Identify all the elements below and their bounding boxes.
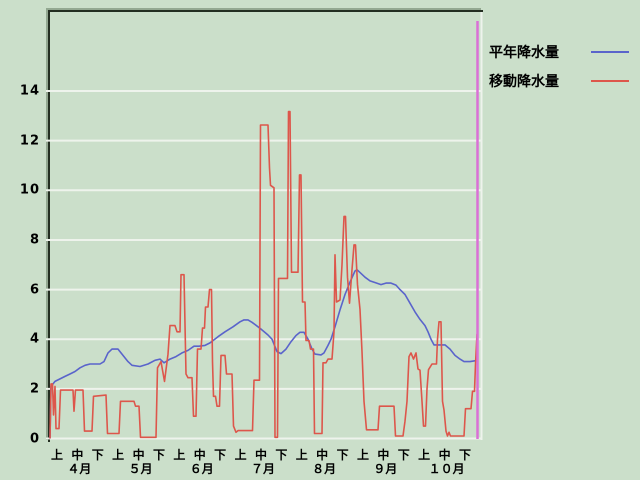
x-month-label: ５月 <box>128 462 153 476</box>
x-period-label: 上 <box>112 448 125 462</box>
series-moving-precipitation-line <box>49 110 478 439</box>
x-period-label: 上 <box>173 448 186 462</box>
legend-item: 移動降水量 <box>489 71 629 91</box>
x-period-label: 上 <box>418 448 431 462</box>
y-tick-label: 4 <box>29 331 40 347</box>
y-tick-label: 0 <box>29 431 40 446</box>
legend-line-normal-icon <box>591 51 629 53</box>
y-tick-label: 2 <box>29 381 40 397</box>
x-period-label: 中 <box>316 448 329 462</box>
x-period-label: 中 <box>132 448 145 462</box>
x-month-label: ９月 <box>373 462 398 476</box>
x-period-label: 上 <box>356 448 370 462</box>
x-period-label: 中 <box>193 448 206 462</box>
plot-frame <box>48 10 483 442</box>
y-tick-label: 12 <box>19 133 40 149</box>
x-month-label: ７月 <box>250 462 276 476</box>
legend: 平年降水量移動降水量 <box>489 42 629 100</box>
x-period-label: 上 <box>50 448 64 462</box>
x-period-label: 上 <box>234 448 247 462</box>
x-period-label: 中 <box>438 448 451 462</box>
x-month-label: １０月 <box>428 462 465 476</box>
x-month-label: ４月 <box>67 462 92 476</box>
x-period-label: 上 <box>295 448 308 462</box>
legend-item: 平年降水量 <box>489 42 629 62</box>
legend-label: 平年降水量 <box>489 45 559 61</box>
y-tick-label: 8 <box>29 232 40 248</box>
series-normal-precipitation-line <box>49 268 479 439</box>
x-period-label: 中 <box>377 448 390 462</box>
y-tick-label: 6 <box>29 282 40 298</box>
x-period-label: 中 <box>71 448 84 462</box>
y-tick-label: 14 <box>19 83 40 99</box>
x-period-label: 中 <box>254 448 268 462</box>
x-period-label: 下 <box>91 448 104 462</box>
legend-label: 移動降水量 <box>489 74 559 90</box>
x-month-label: ８月 <box>312 462 337 476</box>
y-tick-label: 10 <box>19 182 40 198</box>
x-period-label: 下 <box>275 448 288 462</box>
x-month-label: ６月 <box>189 462 214 476</box>
x-period-label: 下 <box>397 448 410 462</box>
x-period-label: 下 <box>214 448 227 462</box>
x-period-label: 下 <box>458 448 472 462</box>
x-period-label: 下 <box>336 448 349 462</box>
x-period-label: 下 <box>152 448 166 462</box>
legend-line-moving-icon <box>591 80 629 82</box>
